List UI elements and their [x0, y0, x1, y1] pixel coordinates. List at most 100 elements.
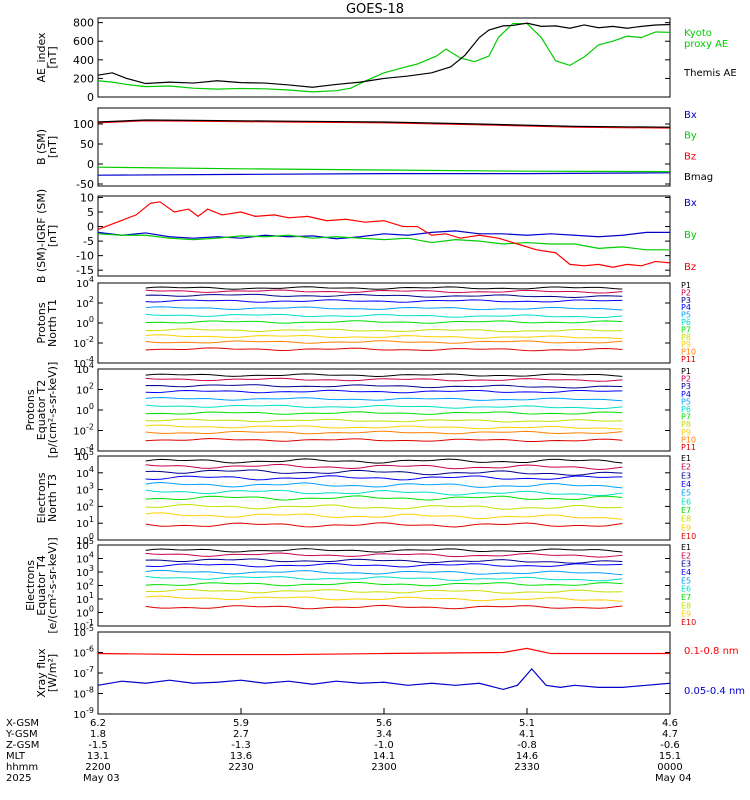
channel-label: P5 [681, 311, 691, 320]
channel-line [145, 334, 623, 340]
y-axis-label: B (SM)[nT] [35, 129, 59, 165]
x-tick-value: 2230 [228, 762, 253, 773]
channel-line [145, 293, 623, 299]
channel-line [145, 588, 623, 594]
channel-label: E10 [681, 532, 696, 541]
channel-line [145, 289, 623, 294]
series-line [97, 667, 671, 691]
y-tick-label: 10-5 [73, 624, 94, 639]
x-tick-value: 2300 [371, 762, 396, 773]
channel-line [145, 424, 623, 430]
channel-line [145, 512, 623, 520]
panel-8: 10-9 10-8 10-7 10-6 10-5 Xray flux[W/m²] 0.1-0… [35, 624, 745, 721]
x-tick-value: 5.1 [519, 718, 535, 729]
channel-label: P11 [681, 355, 696, 364]
y-tick-label: 10 [80, 191, 94, 204]
y-tick-label: 105 [76, 448, 94, 463]
channel-line [145, 575, 623, 582]
channel-label: E6 [681, 497, 691, 506]
y-tick-label: 104 [76, 275, 94, 290]
panel-frame [97, 17, 671, 98]
y-tick-label: 0 [87, 91, 94, 104]
x-tick-value: 13.6 [230, 751, 252, 762]
channel-line [145, 522, 623, 528]
channel-label: P1 [681, 281, 691, 290]
series-line [97, 647, 670, 656]
y-tick-label: 10-2 [73, 335, 94, 350]
channel-label: P5 [681, 397, 691, 406]
y-tick-label: 10-2 [73, 423, 94, 438]
y-tick-label: 103 [76, 482, 94, 497]
panel-3: -15-10 -50 5 10 B (SM)-IGRF (SM)[nT] Bx By Bz [35, 189, 697, 283]
y-tick-label: 100 [76, 402, 94, 417]
series-line [97, 230, 670, 240]
channel-label: E6 [681, 585, 691, 594]
x-tick-value: May 03 [83, 773, 120, 784]
panel-2: -50 0 50 100 B (SM)[nT] Bx By Bz Bmag [35, 107, 713, 191]
y-tick-label: 10-6 [73, 645, 94, 660]
y-tick-label: 100 [73, 118, 94, 131]
y-tick-label: 101 [76, 515, 94, 530]
y-tick-label: 104 [76, 465, 94, 480]
series-line [97, 201, 671, 268]
channel-label: E2 [681, 463, 691, 472]
x-tick-value: 13.1 [87, 751, 109, 762]
channel-label: E8 [681, 515, 691, 524]
channel-line [145, 604, 623, 610]
channel-line [145, 430, 623, 435]
y-axis-label: B (SM)-IGRF (SM)[nT] [35, 189, 59, 283]
y-tick-label: 10-4 [73, 443, 94, 458]
channel-label: P9 [681, 428, 691, 437]
x-row-label: X-GSM [6, 718, 39, 729]
y-tick-label: 102 [76, 498, 94, 513]
channel-line [145, 418, 623, 423]
x-tick-value: 2.7 [233, 729, 249, 740]
x-tick-value: 14.1 [373, 751, 395, 762]
channel-line [145, 548, 623, 553]
series-line [97, 120, 671, 129]
channel-label: E7 [681, 593, 691, 602]
y-tick-label: 102 [76, 578, 94, 593]
y-tick-label: -5 [83, 235, 94, 248]
panels: 0 200 400 600 800 AE_index[nT] Kyoto proxy AE Th… [24, 17, 745, 721]
panel-frame [97, 368, 671, 452]
channel-line [145, 306, 623, 311]
channel-label: E8 [681, 601, 691, 610]
panel-4: 10-4 10-2 100 102 104 ProtonsNorth T1 P1P2P3P4… [35, 275, 696, 370]
channel-line [145, 340, 623, 344]
channel-label: P7 [681, 413, 691, 422]
channel-line [145, 438, 623, 443]
x-tick-value: 2330 [514, 762, 539, 773]
series-line [97, 22, 671, 93]
channel-label: E9 [681, 610, 691, 619]
panel-frame [97, 631, 671, 715]
channel-line [145, 320, 623, 324]
channel-label: E5 [681, 489, 691, 498]
channel-line [145, 495, 623, 501]
channel-line [145, 463, 623, 470]
channel-label: P6 [681, 318, 691, 327]
channel-line [145, 384, 623, 389]
x-tick-value: -1.0 [374, 740, 394, 751]
channel-line [145, 411, 623, 415]
x-tick-value: -0.8 [517, 740, 537, 751]
series-line [97, 172, 671, 176]
legend-entry: By [684, 230, 697, 241]
channel-label: E10 [681, 618, 696, 627]
channel-line [145, 328, 623, 333]
y-tick-label: 103 [76, 564, 94, 579]
channel-label: P4 [681, 303, 691, 312]
legend-entry: Themis AE [683, 68, 737, 79]
channel-label: E1 [681, 543, 691, 552]
series-line [97, 233, 670, 251]
y-tick-label: 10-8 [73, 686, 94, 701]
channel-line [145, 569, 623, 576]
x-tick-value: 5.9 [233, 718, 249, 729]
y-tick-label: 105 [76, 537, 94, 552]
channel-label: P8 [681, 420, 691, 429]
y-axis-label: ProtonsNorth T1 [35, 299, 59, 347]
channel-line [145, 489, 623, 497]
y-tick-label: 0 [87, 158, 94, 171]
x-tick-value: 4.7 [662, 729, 678, 740]
